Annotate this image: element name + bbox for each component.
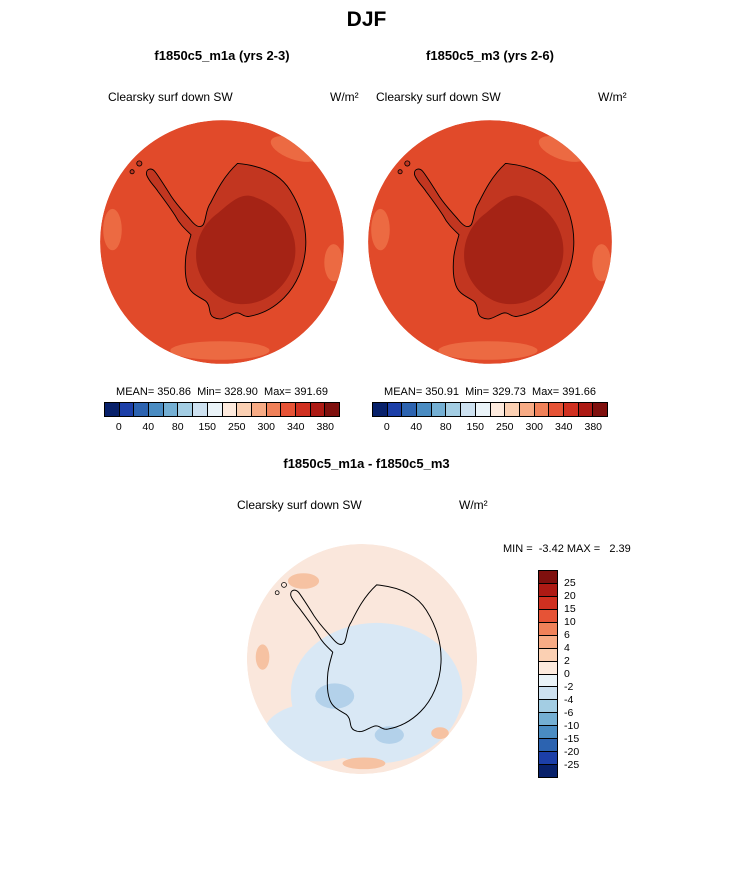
case1-units-label: W/m² (330, 90, 359, 104)
diff-field-label: Clearsky surf down SW (237, 498, 362, 512)
tick-label: 300 (257, 421, 276, 433)
tick-label: 380 (316, 421, 335, 433)
island (281, 582, 287, 588)
tick-label: 150 (198, 421, 217, 433)
tick-label: -4 (564, 694, 574, 706)
case2-polar-map (368, 120, 612, 364)
diff-polar-map (246, 543, 478, 775)
panel-case1: f1850c5_m1a (yrs 2-3) Clearsky surf down… (90, 40, 359, 460)
case1-stats: MEAN= 350.86 Min= 328.90 Max= 391.69 (116, 386, 328, 398)
tick-label: 340 (286, 421, 305, 433)
island (136, 160, 143, 167)
diff-units-label: W/m² (459, 498, 488, 512)
tick-label: 250 (227, 421, 246, 433)
island (274, 590, 280, 596)
panel-case2: f1850c5_m3 (yrs 2-6) Clearsky surf down … (358, 40, 627, 460)
case2-title: f1850c5_m3 (yrs 2-6) (426, 48, 554, 63)
tick-label: -6 (564, 707, 574, 719)
island (404, 160, 411, 167)
tick-label: -25 (564, 759, 580, 771)
tick-label: 340 (554, 421, 573, 433)
tick-label: 10 (564, 616, 576, 628)
tick-label: 250 (495, 421, 514, 433)
diff-positive-spot (287, 573, 320, 589)
tick-label: 6 (564, 629, 570, 641)
tick-label: 80 (439, 421, 452, 433)
tick-label: 300 (525, 421, 544, 433)
tick-label: 25 (564, 577, 576, 589)
tick-label: 80 (171, 421, 184, 433)
case2-stats: MEAN= 350.91 Min= 329.73 Max= 391.66 (384, 386, 596, 398)
case1-polar-map (100, 120, 344, 364)
case1-colorbar-ticks: 0 40 80 150 250 300 340 380 (104, 421, 340, 435)
case2-field-label: Clearsky surf down SW (376, 90, 501, 104)
tick-label: 40 (410, 421, 423, 433)
tick-label: 2 (564, 655, 570, 667)
season-title: DJF (346, 8, 387, 31)
island (397, 169, 403, 175)
case2-units-label: W/m² (598, 90, 627, 104)
tick-label: 0 (564, 668, 570, 680)
tick-label: 15 (564, 603, 576, 615)
tick-label: 380 (584, 421, 603, 433)
tick-label: -10 (564, 720, 580, 732)
case1-colorbar (104, 402, 340, 417)
case1-field-label: Clearsky surf down SW (108, 90, 233, 104)
diff-colorbar (538, 570, 558, 778)
tick-label: 4 (564, 642, 570, 654)
case2-colorbar-ticks: 0 40 80 150 250 300 340 380 (372, 421, 608, 435)
tick-label: -20 (564, 746, 580, 758)
case1-title: f1850c5_m1a (yrs 2-3) (154, 48, 290, 63)
diff-title: f1850c5_m1a - f1850c5_m3 (283, 456, 450, 471)
tick-label: 0 (115, 421, 122, 433)
island (129, 169, 135, 175)
diff-minmax-stats: MIN = -3.42 MAX = 2.39 (503, 543, 631, 555)
diff-colorbar-labels: 25 20 15 10 6 4 2 0 -2 -4 -6 -10 -15 -20… (564, 570, 598, 778)
tick-label: 40 (142, 421, 155, 433)
tick-label: -15 (564, 733, 580, 745)
case2-colorbar (372, 402, 608, 417)
tick-label: 0 (383, 421, 390, 433)
tick-label: 150 (466, 421, 485, 433)
tick-label: -2 (564, 681, 574, 693)
tick-label: 20 (564, 590, 576, 602)
